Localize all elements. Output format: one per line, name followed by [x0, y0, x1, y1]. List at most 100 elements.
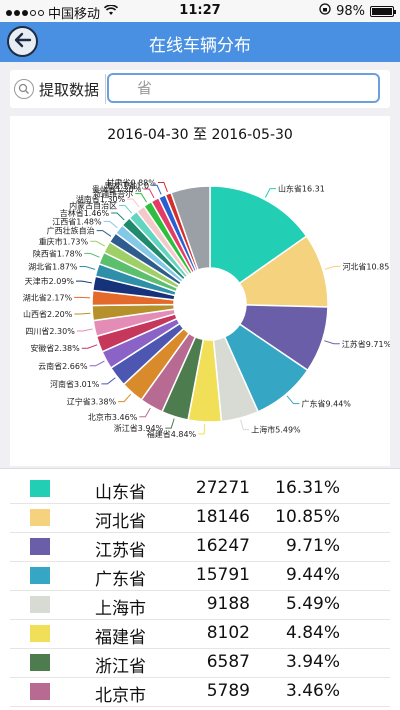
chart-title: 2016-04-30 至 2016-05-30 — [107, 127, 293, 143]
slice-label: 山西省2.20% — [23, 309, 73, 319]
slice-leader-line — [151, 184, 162, 195]
percentage: 5.49% — [285, 594, 340, 614]
pie-slice[interactable] — [209, 185, 308, 285]
slice-leader-line — [90, 240, 106, 247]
slice-leader-line — [74, 312, 91, 315]
province-name: 上海市 — [95, 599, 146, 619]
search-icon — [14, 79, 34, 99]
slice-leader-line — [76, 280, 92, 284]
slice-label: 河南省3.01% — [50, 379, 100, 389]
slice-leader-line — [135, 193, 147, 203]
slice-label: 广东省9.44% — [301, 399, 351, 409]
slice-leader-line — [103, 220, 118, 229]
slice-leader-line — [264, 188, 276, 198]
percentage: 3.46% — [285, 681, 340, 701]
color-swatch — [30, 625, 50, 642]
slice-label: 陕西省1.78% — [33, 248, 83, 258]
slice-leader-line — [111, 212, 125, 221]
slice-label: 重庆市1.73% — [39, 236, 89, 246]
pie-slice[interactable] — [170, 185, 211, 271]
table-row[interactable]: 浙江省 6587 3.94% — [10, 649, 390, 678]
slice-label: 吉林省1.46% — [60, 208, 110, 218]
vehicle-count: 8102 — [206, 623, 250, 643]
battery-group: 98% — [319, 3, 396, 19]
slice-label: 湖南省1.30% — [76, 194, 126, 204]
percentage: 16.31% — [275, 478, 340, 498]
slice-leader-line — [165, 418, 175, 429]
chart-panel: 2016-04-30 至 2016-05-30 山东省16.31 河北省10.85… — [10, 116, 390, 466]
rotation-lock-icon — [319, 3, 331, 19]
table-row[interactable]: 河北省 18146 10.85% — [10, 504, 390, 533]
carrier-group: 中国移动 — [6, 3, 119, 22]
table-row[interactable]: 上海市 9188 5.49% — [10, 591, 390, 620]
slice-label: 广西壮族自治 — [47, 226, 95, 236]
slice-label: 江苏省9.71% — [342, 339, 390, 349]
color-swatch — [30, 480, 50, 497]
province-name: 浙江省 — [95, 657, 146, 677]
province-name: 北京市 — [95, 686, 146, 706]
slice-label: 湖北省1.87% — [28, 261, 78, 271]
province-input[interactable] — [107, 73, 380, 103]
color-swatch — [30, 683, 50, 700]
vehicle-count: 18146 — [195, 507, 250, 527]
percentage: 10.85% — [275, 507, 340, 527]
percentage: 3.94% — [285, 652, 340, 672]
donut-chart: 山东省16.31 河北省10.85 江苏省9.71% 广东省9.44% 上海市5.49%… — [23, 177, 390, 438]
slice-leader-line — [74, 296, 91, 299]
slice-label: 上海市5.49% — [251, 425, 301, 435]
slice-leader-line — [286, 395, 300, 405]
carrier-label: 中国移动 — [48, 7, 101, 22]
province-name: 江苏省 — [95, 541, 146, 561]
color-swatch — [30, 654, 50, 671]
slice-label: 河北省10.85 — [342, 261, 389, 271]
slice-leader-line — [324, 265, 341, 270]
slice-label: 湖北省2.17% — [23, 292, 73, 302]
slice-leader-line — [101, 377, 116, 385]
nav-bar: 在线车辆分布 — [0, 22, 400, 62]
slice-leader-line — [96, 230, 112, 237]
slice-label: 贵州省1.20% — [92, 184, 142, 194]
vehicle-count: 6587 — [206, 652, 250, 672]
slice-leader-line — [119, 205, 133, 214]
slice-label: 新疆维吾尔 — [93, 189, 133, 199]
province-name: 山东省 — [95, 483, 146, 503]
battery-percent: 98% — [336, 3, 365, 19]
slice-leader-line — [118, 393, 132, 403]
table-row[interactable]: 江苏省 16247 9.71% — [10, 533, 390, 562]
slice-leader-line — [76, 328, 93, 332]
province-name: 福建省 — [95, 628, 146, 648]
color-swatch — [30, 567, 50, 584]
slice-leader-line — [240, 419, 250, 431]
slice-leader-line — [89, 360, 105, 367]
table-row[interactable]: 山东省 27271 16.31% — [10, 475, 390, 504]
color-swatch — [30, 538, 50, 555]
slice-label: 黑龙江省1.0 — [104, 180, 149, 190]
slice-leader-line — [157, 181, 168, 192]
color-swatch — [30, 596, 50, 613]
wifi-icon — [103, 4, 119, 20]
slice-label: 云南省2.66% — [38, 361, 88, 371]
vehicle-count: 15791 — [195, 565, 250, 585]
distribution-table: 山东省 27271 16.31% 河北省 18146 10.85% 江苏省 16247 9.71… — [0, 468, 400, 710]
slice-label: 江西省1.48% — [52, 216, 102, 226]
search-row: 提取数据 — [10, 70, 390, 108]
slice-label: 内蒙古自治区 — [69, 201, 117, 211]
vehicle-count: 5789 — [206, 681, 250, 701]
slice-leader-line — [84, 252, 100, 258]
clock: 11:27 — [179, 3, 221, 18]
fetch-data-button[interactable]: 提取数据 — [14, 74, 107, 104]
slice-leader-line — [127, 198, 140, 208]
slice-label: 甘肃省0.88% — [106, 177, 156, 187]
slice-label: 安徽省2.38% — [30, 343, 80, 353]
slice-label: 浙江省3.94% — [114, 423, 164, 433]
table-row[interactable]: 广东省 15791 9.44% — [10, 562, 390, 591]
color-swatch — [30, 509, 50, 526]
percentage: 4.84% — [285, 623, 340, 643]
battery-icon — [370, 5, 396, 17]
slice-leader-line — [79, 265, 96, 270]
back-button[interactable] — [7, 26, 38, 57]
slice-leader-line — [198, 423, 206, 435]
table-row[interactable]: 福建省 8102 4.84% — [10, 620, 390, 649]
fetch-data-label: 提取数据 — [39, 80, 100, 99]
table-row[interactable]: 北京市 5789 3.46% — [10, 678, 390, 707]
